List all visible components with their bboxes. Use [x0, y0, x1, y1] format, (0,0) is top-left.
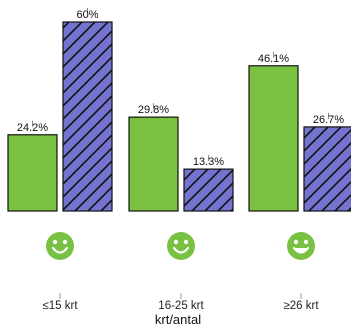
x-axis-title: krt/antal [155, 312, 201, 327]
bar-solid-1 [128, 116, 179, 212]
smiley-face-icon [287, 232, 315, 260]
category-label-0: ≤15 krt [42, 300, 78, 312]
data-label-0-0: 24.2% [17, 122, 48, 134]
data-label-0-2: 46.1% [258, 53, 289, 65]
data-label-1-1: 13.3% [193, 156, 224, 168]
data-label-0-1: 29.8% [138, 104, 169, 116]
smiley-face-icon [167, 232, 195, 260]
bar-solid-2 [248, 65, 299, 212]
bar-solid-0 [7, 134, 58, 212]
bar-hatched-1 [183, 168, 234, 212]
data-label-1-2: 26.7% [313, 114, 344, 126]
data-label-1-0: 60% [76, 9, 98, 21]
bar-hatched-2 [303, 126, 351, 212]
bar-hatched-0 [62, 21, 113, 212]
category-label-2: ≥26 krt [283, 300, 319, 312]
smiley-face-icon [46, 232, 74, 260]
category-label-1: 16-25 krt [158, 300, 204, 312]
